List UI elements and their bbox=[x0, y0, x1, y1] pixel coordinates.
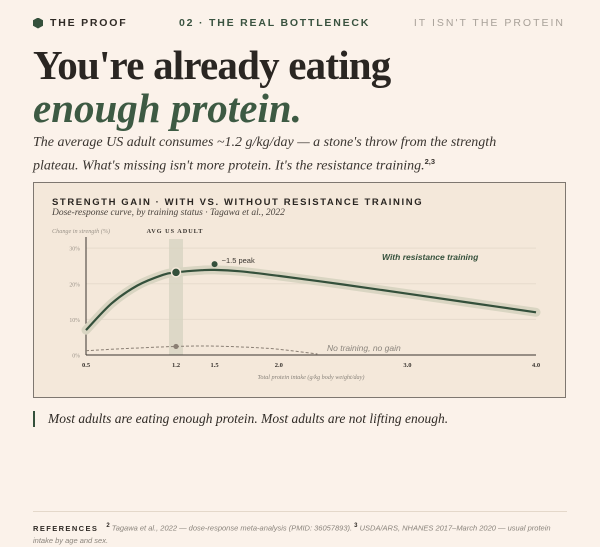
x-tick-label: 2.0 bbox=[275, 362, 283, 369]
peak-marker bbox=[211, 261, 218, 268]
y-axis-label: Change in strength (%) bbox=[52, 228, 110, 235]
headline-line-1: You're already eating bbox=[33, 42, 391, 88]
x-tick-label: 3.0 bbox=[403, 362, 411, 369]
untrained-series-label: No training, no gain bbox=[327, 343, 401, 353]
y-tick-label: 10% bbox=[69, 318, 80, 324]
ref-2-text: Tagawa et al., 2022 — dose-response meta… bbox=[111, 523, 353, 533]
references: REFERENCES 2 Tagawa et al., 2022 — dose-… bbox=[33, 520, 568, 547]
avg-point-marker bbox=[170, 267, 182, 278]
x-tick-label: 1.5 bbox=[211, 362, 220, 369]
pull-quote: Most adults are eating enough protein. M… bbox=[33, 411, 448, 427]
untrained-avg-marker bbox=[173, 343, 179, 350]
x-tick-label: 4.0 bbox=[532, 362, 540, 369]
hexagon-icon bbox=[33, 17, 43, 29]
avg-band-label: AVG US ADULT bbox=[147, 228, 204, 235]
y-tick-label: 30% bbox=[69, 247, 80, 253]
divider bbox=[33, 511, 567, 512]
x-tick-label: 0.5 bbox=[82, 362, 91, 369]
chart-subtitle: Dose-response curve, by training status … bbox=[52, 208, 285, 218]
peak-label: ~1.5 peak bbox=[222, 256, 255, 265]
trained-series-label: With resistance training bbox=[382, 252, 479, 262]
top-bar: THE PROOF 02 · THE REAL BOTTLENECK IT IS… bbox=[33, 17, 565, 31]
lede-text: The average US adult consumes ~1.2 g/kg/… bbox=[33, 135, 497, 174]
avg-us-adult-band bbox=[169, 239, 183, 355]
brand: THE PROOF bbox=[33, 17, 127, 29]
tagline: IT ISN'T THE PROTEIN bbox=[413, 17, 565, 29]
chart-card: STRENGTH GAIN · WITH VS. WITHOUT RESISTA… bbox=[33, 182, 566, 398]
lede-citation[interactable]: 2,3 bbox=[424, 157, 436, 166]
x-axis-label: Total protein intake (g/kg body weight/d… bbox=[258, 374, 365, 381]
ref-3-number: 3 bbox=[354, 523, 358, 529]
brand-label: THE PROOF bbox=[50, 17, 128, 29]
references-label: REFERENCES bbox=[33, 523, 99, 533]
untrained-series-line bbox=[85, 345, 318, 355]
ref-2-number: 2 bbox=[106, 523, 110, 529]
strength-chart: 30% 20% 10% 0% Change in strength (%) AVG US … bbox=[52, 228, 541, 381]
headline-line-2: enough protein. bbox=[33, 85, 302, 131]
lede-paragraph: The average US adult consumes ~1.2 g/kg/… bbox=[33, 133, 543, 176]
y-tick-label: 0% bbox=[72, 354, 80, 360]
ref-3-text: USDA/ARS, NHANES 2017–March 2020 — usual… bbox=[33, 523, 551, 545]
x-tick-label: 1.2 bbox=[172, 362, 180, 369]
trained-series-line bbox=[85, 268, 537, 331]
y-tick-label: 20% bbox=[69, 282, 80, 288]
section-label: 02 · THE REAL BOTTLENECK bbox=[179, 17, 371, 29]
chart-title: STRENGTH GAIN · WITH VS. WITHOUT RESISTA… bbox=[52, 197, 424, 208]
